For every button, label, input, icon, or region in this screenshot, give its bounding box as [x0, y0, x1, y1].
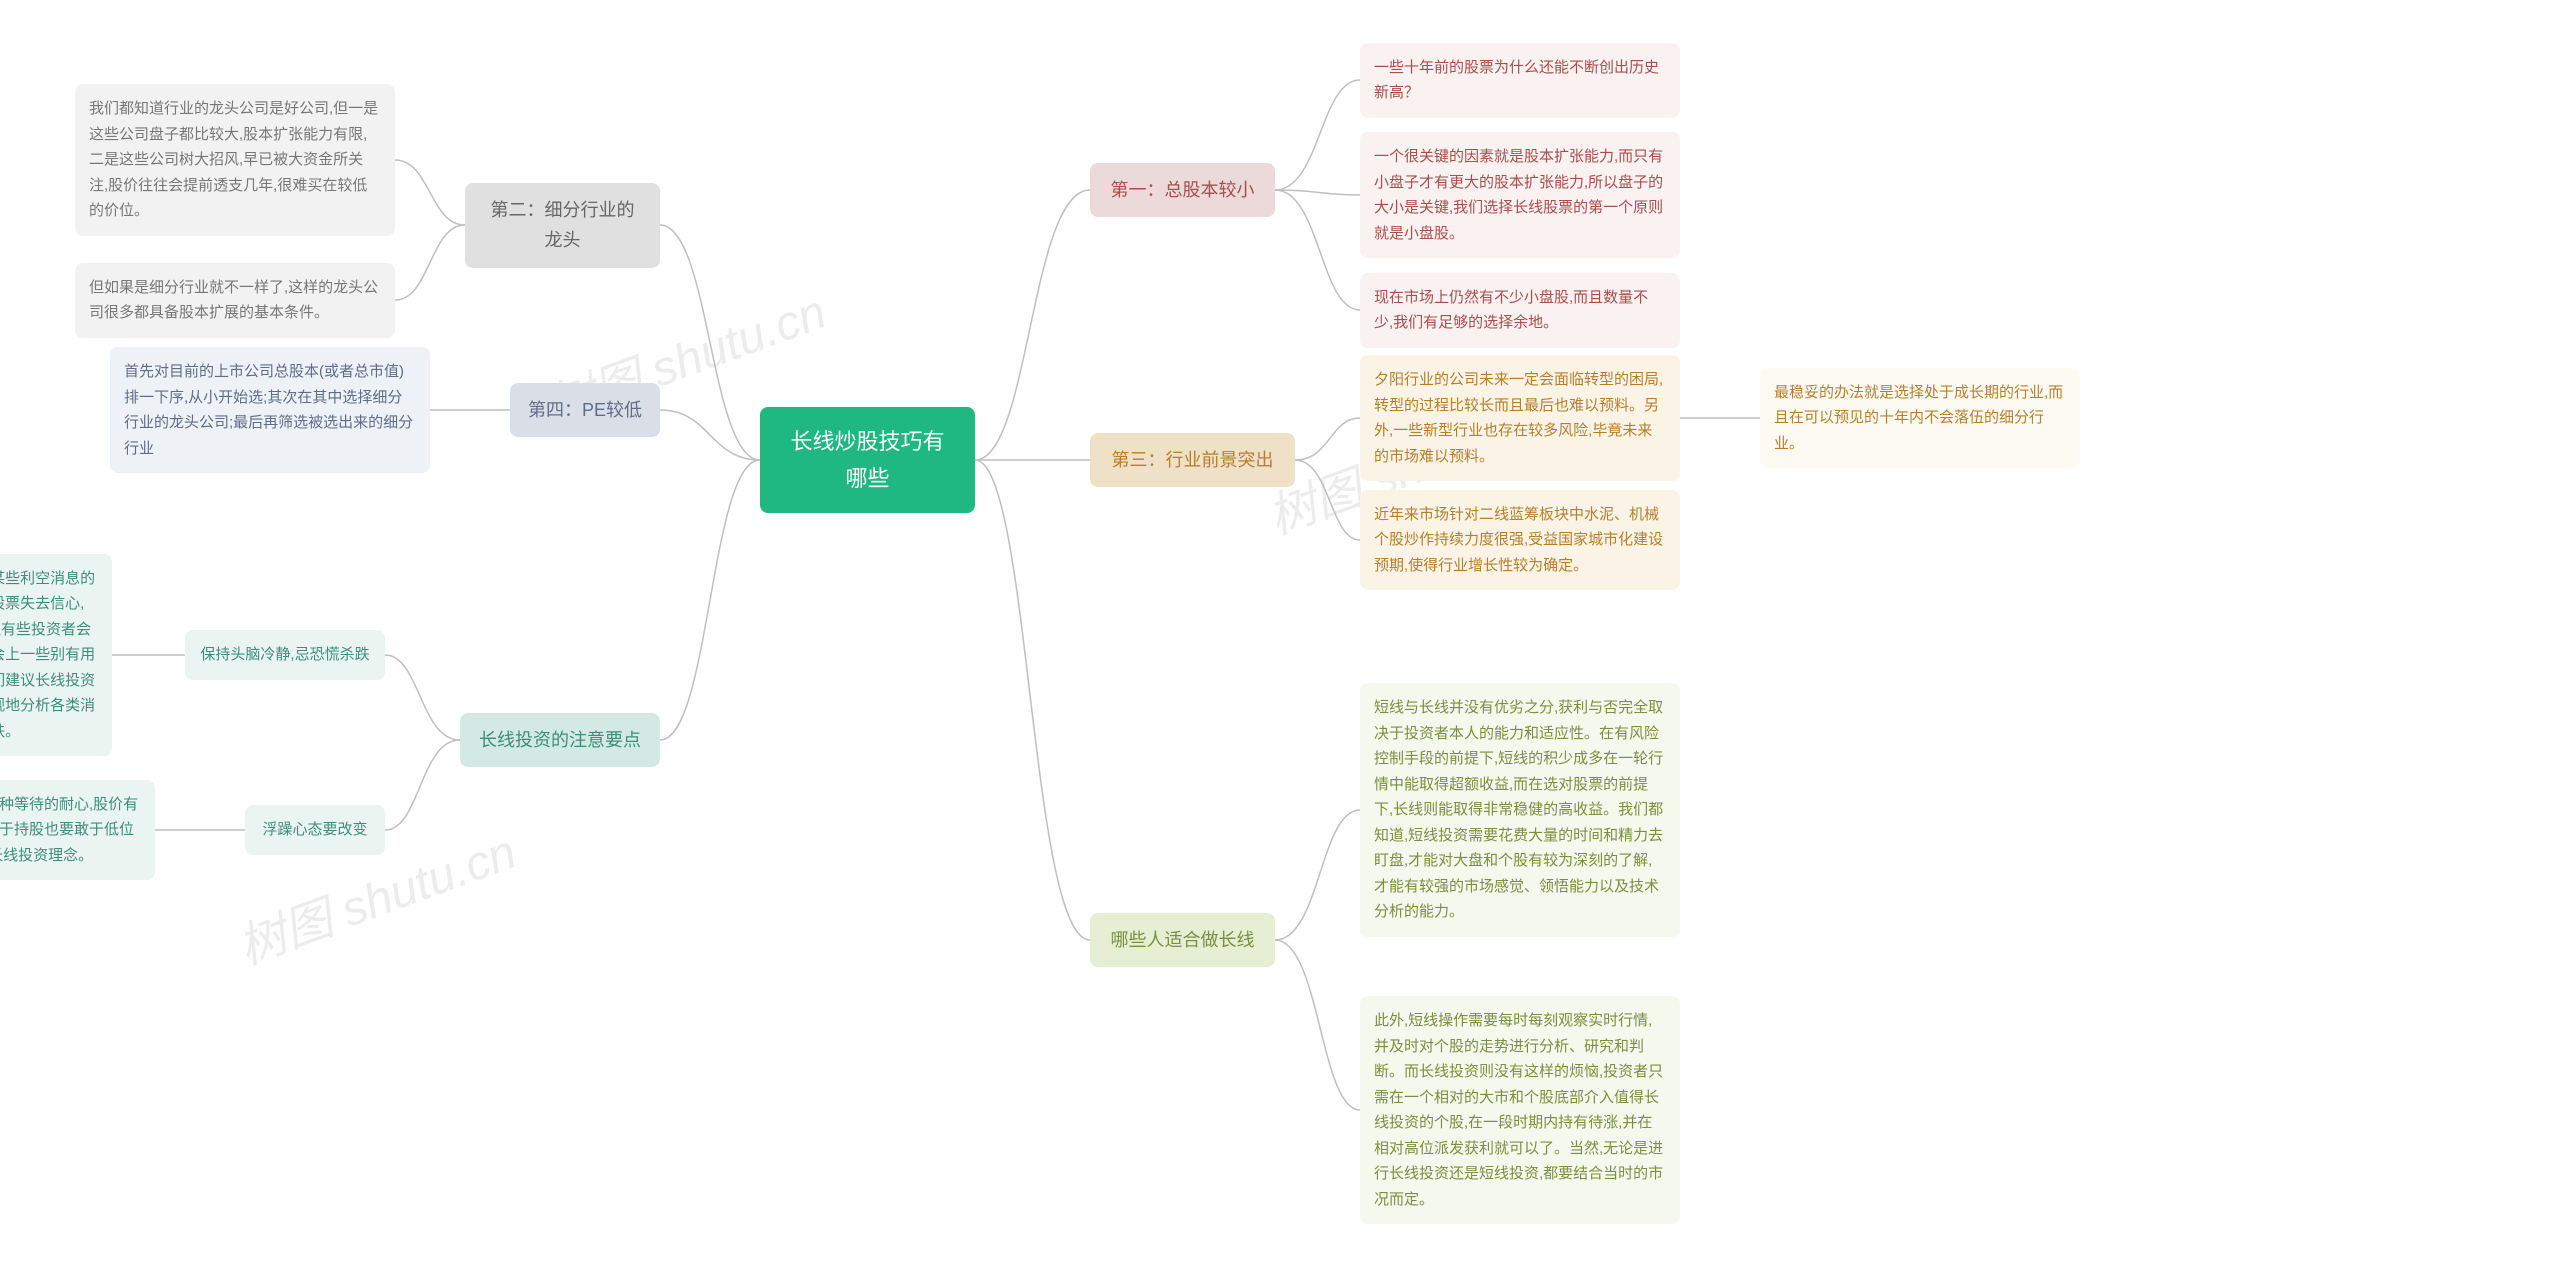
leaf-node[interactable]: 现在市场上仍然有不少小盘股,而且数量不少,我们有足够的选择余地。 — [1360, 273, 1680, 348]
leaf-node[interactable]: 短线与长线并没有优劣之分,获利与否完全取决于投资者本人的能力和适应性。在有风险控… — [1360, 683, 1680, 937]
leaf-node[interactable]: 浮躁心态要改变 — [245, 805, 385, 855]
leaf-node[interactable]: 此外,短线操作需要每时每刻观察实时行情,并及时对个股的走势进行分析、研究和判断。… — [1360, 996, 1680, 1224]
leaf-node[interactable]: 但如果是细分行业就不一样了,这样的龙头公司很多都具备股本扩展的基本条件。 — [75, 263, 395, 338]
branch-node[interactable]: 第一：总股本较小 — [1090, 163, 1275, 218]
leaf-node[interactable]: 一些十年前的股票为什么还能不断创出历史新高？ — [1360, 43, 1680, 118]
leaf-node[interactable]: 近年来市场针对二线蓝筹板块中水泥、机械个股炒作持续力度很强,受益国家城市化建设预… — [1360, 490, 1680, 591]
leaf-node[interactable]: 保持头脑冷静,忌恐慌杀跌 — [185, 630, 385, 680]
branch-node[interactable]: 第二：细分行业的龙头 — [465, 183, 660, 268]
mindmap-root[interactable]: 长线炒股技巧有哪些 — [760, 407, 975, 514]
leaf-node[interactable]: 一部分长线投资者,容易受到某些利空消息的影响,感到恐慌对股市或手中股票失去信心,… — [0, 554, 112, 757]
branch-node[interactable]: 第四：PE较低 — [510, 383, 660, 438]
leaf-node[interactable]: 长线投资者要有一种等待的耐心,股价有一定涨幅后既要敢于持股也要敢于低位补仓,坚定… — [0, 780, 155, 881]
leaf-node[interactable]: 夕阳行业的公司未来一定会面临转型的困局,转型的过程比较长而且最后也难以预料。另外… — [1360, 355, 1680, 481]
branch-node[interactable]: 哪些人适合做长线 — [1090, 913, 1275, 968]
leaf-node[interactable]: 首先对目前的上市公司总股本(或者总市值)排一下序,从小开始选;其次在其中选择细分… — [110, 347, 430, 473]
branch-node[interactable]: 长线投资的注意要点 — [460, 713, 660, 768]
leaf-node[interactable]: 最稳妥的办法就是选择处于成长期的行业,而且在可以预见的十年内不会落伍的细分行业。 — [1760, 368, 2080, 469]
leaf-node[interactable]: 我们都知道行业的龙头公司是好公司,但一是这些公司盘子都比较大,股本扩张能力有限,… — [75, 84, 395, 236]
branch-node[interactable]: 第三：行业前景突出 — [1090, 433, 1295, 488]
leaf-node[interactable]: 一个很关键的因素就是股本扩张能力,而只有小盘子才有更大的股本扩张能力,所以盘子的… — [1360, 132, 1680, 258]
